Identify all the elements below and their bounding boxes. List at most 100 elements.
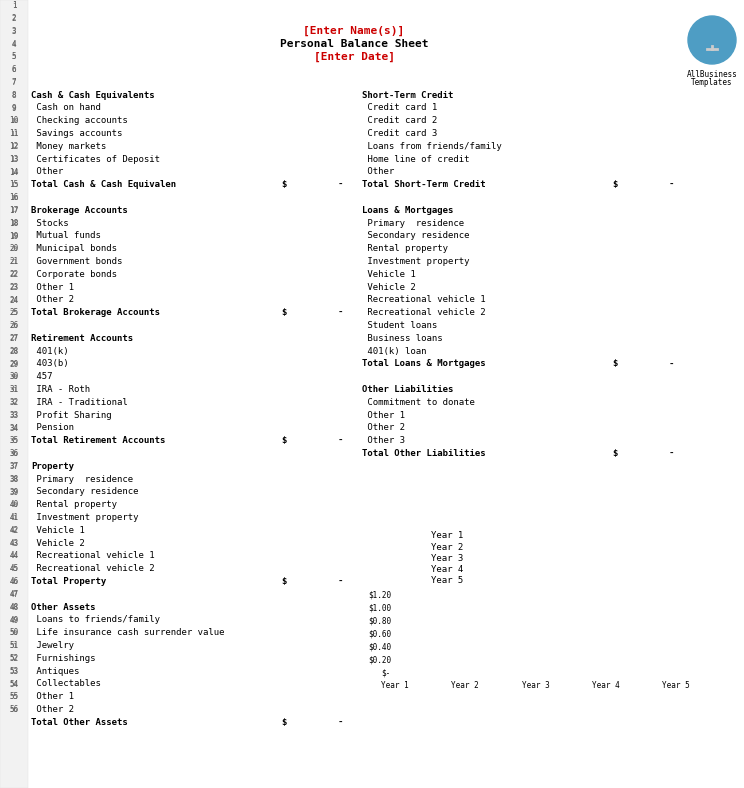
Text: Student loans: Student loans — [362, 321, 437, 330]
Text: Vehicle 2: Vehicle 2 — [362, 283, 416, 292]
Text: 47: 47 — [10, 592, 19, 597]
Text: 18: 18 — [10, 219, 19, 228]
Text: 44: 44 — [10, 552, 19, 560]
Bar — [359, 409, 680, 422]
Text: Corporate bonds: Corporate bonds — [31, 270, 117, 279]
Bar — [28, 204, 349, 217]
Text: Vehicle 1: Vehicle 1 — [362, 270, 416, 279]
Text: 3: 3 — [12, 28, 16, 34]
Text: 46: 46 — [10, 578, 19, 585]
Text: 48: 48 — [10, 603, 19, 611]
Bar — [28, 140, 349, 153]
Bar — [702, 32, 722, 43]
Bar — [28, 652, 349, 665]
Bar — [359, 89, 680, 102]
Text: 28: 28 — [10, 348, 19, 354]
Text: IRA - Roth: IRA - Roth — [31, 385, 90, 394]
Bar — [359, 358, 680, 370]
Text: Year 4: Year 4 — [432, 565, 464, 574]
Text: 56: 56 — [10, 705, 19, 714]
Text: Recreational vehicle 1: Recreational vehicle 1 — [362, 296, 486, 304]
Text: 30: 30 — [10, 372, 19, 381]
Bar — [28, 38, 680, 50]
Text: $: $ — [612, 449, 618, 458]
Text: Municipal bonds: Municipal bonds — [31, 244, 117, 253]
Text: 10: 10 — [10, 117, 19, 125]
Text: Total Cash & Cash Equivalen: Total Cash & Cash Equivalen — [31, 180, 176, 189]
Text: Year 4: Year 4 — [592, 681, 620, 690]
Bar — [359, 76, 680, 511]
Text: Savings accounts: Savings accounts — [31, 129, 122, 138]
Bar — [28, 268, 349, 281]
Text: 53: 53 — [10, 667, 19, 675]
Text: -: - — [669, 500, 674, 509]
Text: -: - — [669, 180, 674, 189]
Text: 55: 55 — [10, 693, 19, 700]
Text: Secondary residence: Secondary residence — [31, 488, 138, 496]
Text: 32: 32 — [10, 398, 19, 407]
Bar — [359, 127, 680, 140]
Text: Jewelry: Jewelry — [31, 641, 74, 650]
Text: 50: 50 — [10, 630, 19, 636]
Text: $: $ — [612, 359, 618, 369]
Text: Investment property: Investment property — [31, 513, 138, 522]
Bar — [28, 76, 349, 729]
Text: 9: 9 — [12, 105, 16, 111]
Text: 21: 21 — [10, 258, 19, 265]
Text: 27: 27 — [10, 336, 19, 341]
Text: 20: 20 — [10, 244, 19, 253]
Bar — [359, 76, 680, 89]
Text: 51: 51 — [10, 641, 19, 650]
Circle shape — [688, 16, 736, 64]
Text: Total Other Liabilities: Total Other Liabilities — [362, 449, 486, 458]
Bar — [28, 511, 349, 524]
Bar — [28, 114, 349, 127]
Text: Total Brokerage Accounts: Total Brokerage Accounts — [31, 308, 160, 318]
Text: 8: 8 — [12, 92, 16, 98]
Text: $: $ — [612, 474, 618, 484]
Text: Assets: Assets — [171, 77, 206, 87]
Text: Rental property: Rental property — [31, 500, 117, 509]
Text: 23: 23 — [10, 283, 19, 292]
Text: Total Loans & Mortgages: Total Loans & Mortgages — [362, 359, 486, 369]
Text: Rental property: Rental property — [362, 244, 448, 253]
Bar — [359, 319, 680, 332]
Bar — [28, 345, 349, 358]
Text: 55: 55 — [10, 693, 19, 701]
Text: $0.80: $0.80 — [368, 617, 391, 626]
Text: Retirement Accounts: Retirement Accounts — [31, 334, 133, 343]
Bar — [359, 243, 680, 255]
Text: 24: 24 — [10, 297, 19, 303]
Text: 14: 14 — [10, 168, 19, 177]
Text: Loans from friends/family: Loans from friends/family — [362, 142, 501, 151]
Text: Furnishings: Furnishings — [31, 654, 95, 663]
Bar — [0, 0, 28, 788]
Text: 7: 7 — [12, 78, 16, 87]
Text: 41: 41 — [10, 515, 19, 521]
Bar — [28, 178, 349, 191]
Text: 401(k) loan: 401(k) loan — [362, 347, 426, 355]
Bar — [28, 127, 349, 140]
Text: Short-Term Credit: Short-Term Credit — [362, 91, 453, 100]
Text: 46: 46 — [10, 577, 19, 586]
Text: Year 5: Year 5 — [662, 681, 690, 690]
Text: 33: 33 — [10, 411, 19, 420]
Text: Total Property: Total Property — [31, 577, 106, 586]
Bar — [359, 178, 680, 191]
Text: 39: 39 — [10, 489, 19, 495]
Text: 17: 17 — [10, 206, 19, 215]
Bar — [28, 76, 349, 89]
Text: 1: 1 — [12, 1, 16, 10]
Bar — [359, 217, 680, 229]
Text: Vehicle 1: Vehicle 1 — [31, 526, 85, 535]
Text: 38: 38 — [10, 476, 19, 482]
Bar — [28, 409, 349, 422]
Bar — [359, 332, 680, 345]
Text: Year 2: Year 2 — [452, 681, 479, 690]
Text: Cash & Cash Equivalents: Cash & Cash Equivalents — [31, 91, 155, 100]
Text: $: $ — [281, 180, 286, 189]
Bar — [359, 448, 680, 460]
Bar — [28, 473, 349, 485]
Text: 29: 29 — [10, 359, 19, 369]
Text: -: - — [669, 449, 674, 458]
